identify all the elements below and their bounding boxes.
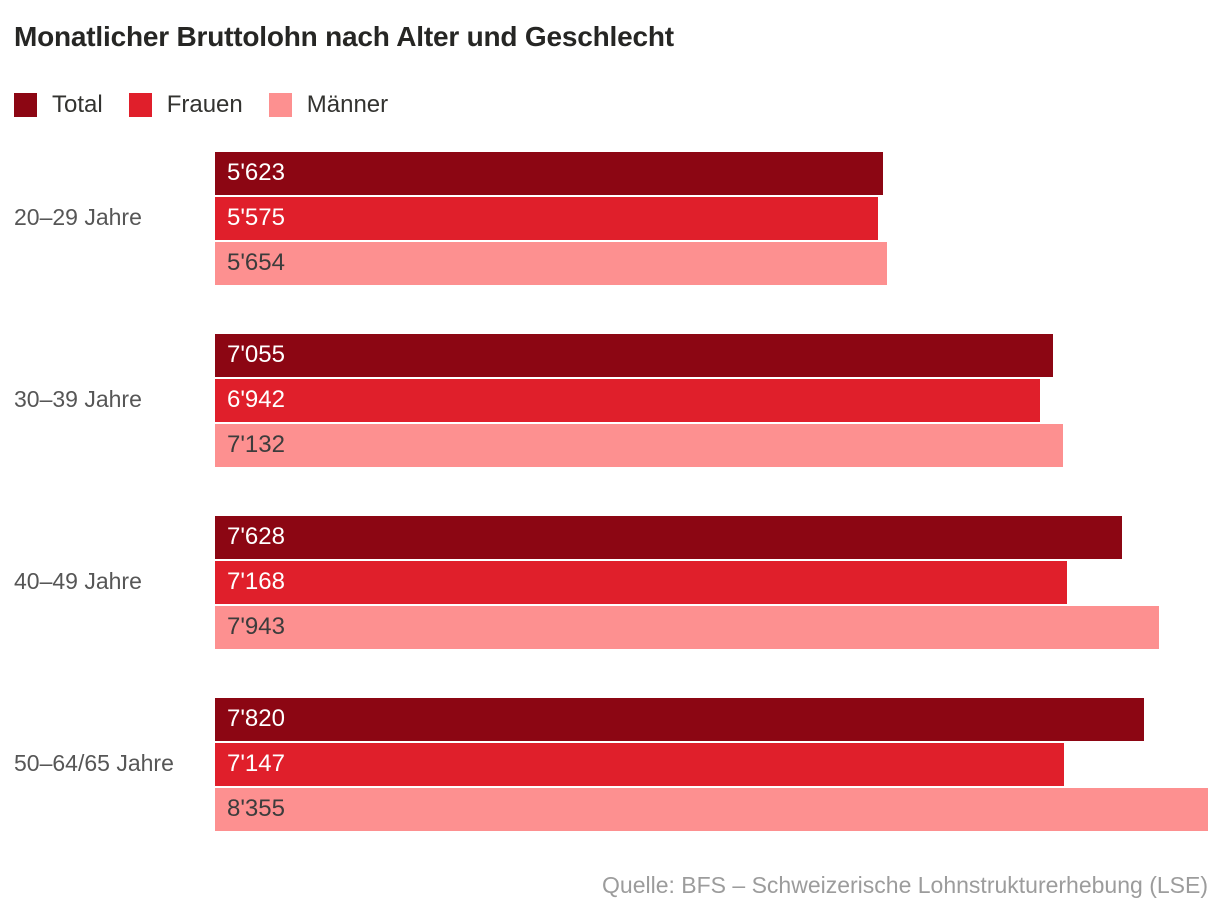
source-note: Quelle: BFS – Schweizerische Lohnstruktu…	[602, 871, 1208, 898]
bar-stack: 7'055 6'942 7'132	[215, 333, 1208, 467]
bar-value-label: 7'820	[227, 705, 285, 733]
bar-männer: 5'654	[215, 241, 887, 285]
bar-group: 50–64/65 Jahre 7'820 7'147 8'355	[14, 697, 1208, 831]
category-label: 50–64/65 Jahre	[14, 750, 174, 777]
bar-group: 30–39 Jahre 7'055 6'942 7'132	[14, 333, 1208, 467]
bar-group: 40–49 Jahre 7'628 7'168 7'943	[14, 515, 1208, 649]
category-label: 40–49 Jahre	[14, 568, 142, 595]
bar-frauen: 6'942	[215, 378, 1041, 422]
legend: Total Frauen Männer	[14, 91, 1208, 119]
legend-label: Männer	[306, 90, 389, 118]
bar-value-label: 7'168	[227, 568, 285, 596]
legend-item-männer: Männer	[268, 90, 389, 119]
bar-männer: 8'355	[215, 787, 1208, 831]
bar-stack: 5'623 5'575 5'654	[215, 151, 1208, 285]
bar-value-label: 7'943	[227, 613, 285, 641]
bar-männer: 7'132	[215, 423, 1063, 467]
bar-value-label: 6'942	[227, 386, 285, 414]
category-label: 30–39 Jahre	[14, 386, 142, 413]
bar-total: 7'055	[215, 333, 1054, 377]
legend-item-total: Total	[14, 91, 103, 119]
bar-value-label: 5'575	[227, 204, 285, 232]
legend-label: Frauen	[166, 90, 243, 118]
bar-value-label: 8'355	[227, 795, 285, 823]
bar-total: 7'820	[215, 697, 1145, 741]
category-label: 20–29 Jahre	[14, 204, 142, 231]
bar-value-label: 7'055	[227, 341, 285, 369]
bar-value-label: 5'623	[227, 159, 285, 187]
bar-total: 7'628	[215, 515, 1122, 559]
bar-groups: 20–29 Jahre 5'623 5'575 5'654 30–39 Jahre 7'0…	[14, 151, 1208, 831]
chart-title: Monatlicher Bruttolohn nach Alter und Ge…	[14, 21, 674, 52]
legend-item-frauen: Frauen	[128, 90, 243, 119]
bar-value-label: 7'628	[227, 523, 285, 551]
bar-total: 5'623	[215, 151, 884, 195]
legend-swatch-icon	[128, 92, 152, 117]
bar-stack: 7'820 7'147 8'355	[215, 697, 1208, 831]
bar-value-label: 7'147	[227, 750, 285, 778]
bar-männer: 7'943	[215, 605, 1160, 649]
bar-frauen: 5'575	[215, 196, 878, 240]
bar-value-label: 7'132	[227, 431, 285, 459]
legend-swatch-icon	[14, 92, 37, 117]
legend-swatch-icon	[268, 92, 292, 117]
bar-value-label: 5'654	[227, 249, 285, 277]
bar-group: 20–29 Jahre 5'623 5'575 5'654	[14, 151, 1208, 285]
bar-stack: 7'628 7'168 7'943	[215, 515, 1208, 649]
bar-frauen: 7'147	[215, 742, 1065, 786]
legend-label: Total	[52, 90, 103, 118]
bar-frauen: 7'168	[215, 560, 1067, 604]
